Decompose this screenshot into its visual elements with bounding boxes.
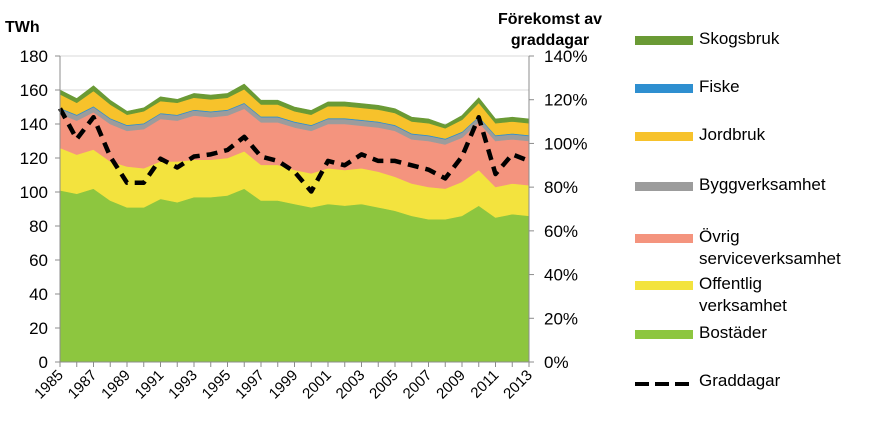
line-series-graddagar bbox=[58, 107, 530, 194]
left-axis-tick-label: 20 bbox=[29, 319, 48, 338]
legend-label-graddagar: Graddagar bbox=[699, 371, 781, 390]
left-axis-tick-label: 100 bbox=[20, 183, 48, 202]
legend-swatch-jordbruk bbox=[635, 132, 693, 141]
x-axis-tick-label: 2013 bbox=[500, 367, 536, 403]
left-axis-title: TWh bbox=[5, 19, 40, 36]
legend-item-fiske: Fiske bbox=[635, 76, 740, 98]
left-axis-tick-label: 60 bbox=[29, 251, 48, 270]
legend-label-ovrig-serviceverksamhet: Övrig serviceverksamhet bbox=[699, 227, 841, 268]
legend-label-fiske: Fiske bbox=[699, 77, 740, 96]
left-axis-tick-label: 40 bbox=[29, 285, 48, 304]
right-axis-tick-label: 40% bbox=[544, 266, 578, 285]
x-axis-tick-label: 2005 bbox=[366, 367, 402, 403]
left-axis-tick-label: 160 bbox=[20, 81, 48, 100]
legend-item-skogsbruk: Skogsbruk bbox=[635, 28, 779, 50]
right-axis-tick-label: 60% bbox=[544, 222, 578, 241]
legend-swatch-byggverksamhet bbox=[635, 182, 693, 191]
right-axis-tick-label: 140% bbox=[544, 47, 587, 66]
axes bbox=[55, 55, 534, 367]
legend-item-byggverksamhet: Byggverksamhet bbox=[635, 174, 826, 196]
legend-label-skogsbruk: Skogsbruk bbox=[699, 29, 780, 48]
x-axis-tick-label: 2009 bbox=[433, 367, 469, 403]
x-axis-tick-label: 1989 bbox=[98, 367, 134, 403]
x-axis-tick-label: 1995 bbox=[199, 367, 235, 403]
right-axis-tick-label: 20% bbox=[544, 309, 578, 328]
right-axis-tick-label: 80% bbox=[544, 178, 578, 197]
chart: TWh Förekomst av graddagar 0 20 40 60 80 100 1… bbox=[5, 11, 602, 403]
legend-swatch-skogsbruk bbox=[635, 36, 693, 45]
x-axis-tick-label: 2001 bbox=[299, 367, 335, 403]
legend-label-byggverksamhet: Byggverksamhet bbox=[699, 175, 826, 194]
x-axis-tick-label: 1999 bbox=[266, 367, 302, 403]
legend-swatch-bostader bbox=[635, 330, 693, 339]
stacked-areas bbox=[59, 83, 530, 363]
legend-label-jordbruk: Jordbruk bbox=[699, 125, 766, 144]
x-axis-tick-label: 2011 bbox=[467, 367, 502, 402]
left-axis-tick-label: 0 bbox=[39, 353, 48, 372]
left-axis-tick-label: 180 bbox=[20, 47, 48, 66]
legend-item-offentlig-verksamhet: Offentlig verksamhet bbox=[635, 273, 819, 317]
x-axis-tick-label: 2003 bbox=[333, 367, 369, 403]
x-axis-tick-label: 1987 bbox=[65, 367, 101, 403]
legend-label-bostader: Bostäder bbox=[699, 323, 768, 342]
legend-item-graddagar: Graddagar bbox=[635, 370, 780, 392]
graddagar-line-layer bbox=[58, 107, 530, 194]
x-axis-tick-label: 1985 bbox=[31, 367, 67, 403]
legend-item-jordbruk: Jordbruk bbox=[635, 124, 765, 146]
legend-swatch-fiske bbox=[635, 84, 693, 93]
legend-label-offentlig-verksamhet: Offentlig verksamhet bbox=[699, 274, 787, 315]
left-axis-tick-label: 140 bbox=[20, 115, 48, 134]
left-axis-tick-label: 80 bbox=[29, 217, 48, 236]
legend-item-ovrig-serviceverksamhet: Övrig serviceverksamhet bbox=[635, 226, 875, 270]
x-axis-tick-label: 1993 bbox=[165, 367, 201, 403]
right-axis-tick-label: 0% bbox=[544, 353, 569, 372]
legend-swatch-graddagar bbox=[635, 382, 693, 386]
left-axis-tick-label: 120 bbox=[20, 149, 48, 168]
x-axis-tick-label: 1997 bbox=[232, 367, 268, 403]
legend: Skogsbruk Fiske Jordbruk Byggverksamhet … bbox=[635, 0, 879, 433]
right-axis-title-line-2: graddagar bbox=[511, 32, 589, 49]
x-axis-tick-label: 1991 bbox=[132, 367, 168, 403]
legend-swatch-offentlig-verksamhet bbox=[635, 281, 693, 290]
right-axis-title-line-1: Förekomst av bbox=[498, 11, 602, 28]
legend-swatch-ovrig-serviceverksamhet bbox=[635, 234, 693, 243]
right-axis-tick-label: 120% bbox=[544, 91, 587, 110]
legend-item-bostader: Bostäder bbox=[635, 322, 767, 344]
x-axis-tick-label: 2007 bbox=[400, 367, 436, 403]
right-axis-tick-label: 100% bbox=[544, 134, 587, 153]
